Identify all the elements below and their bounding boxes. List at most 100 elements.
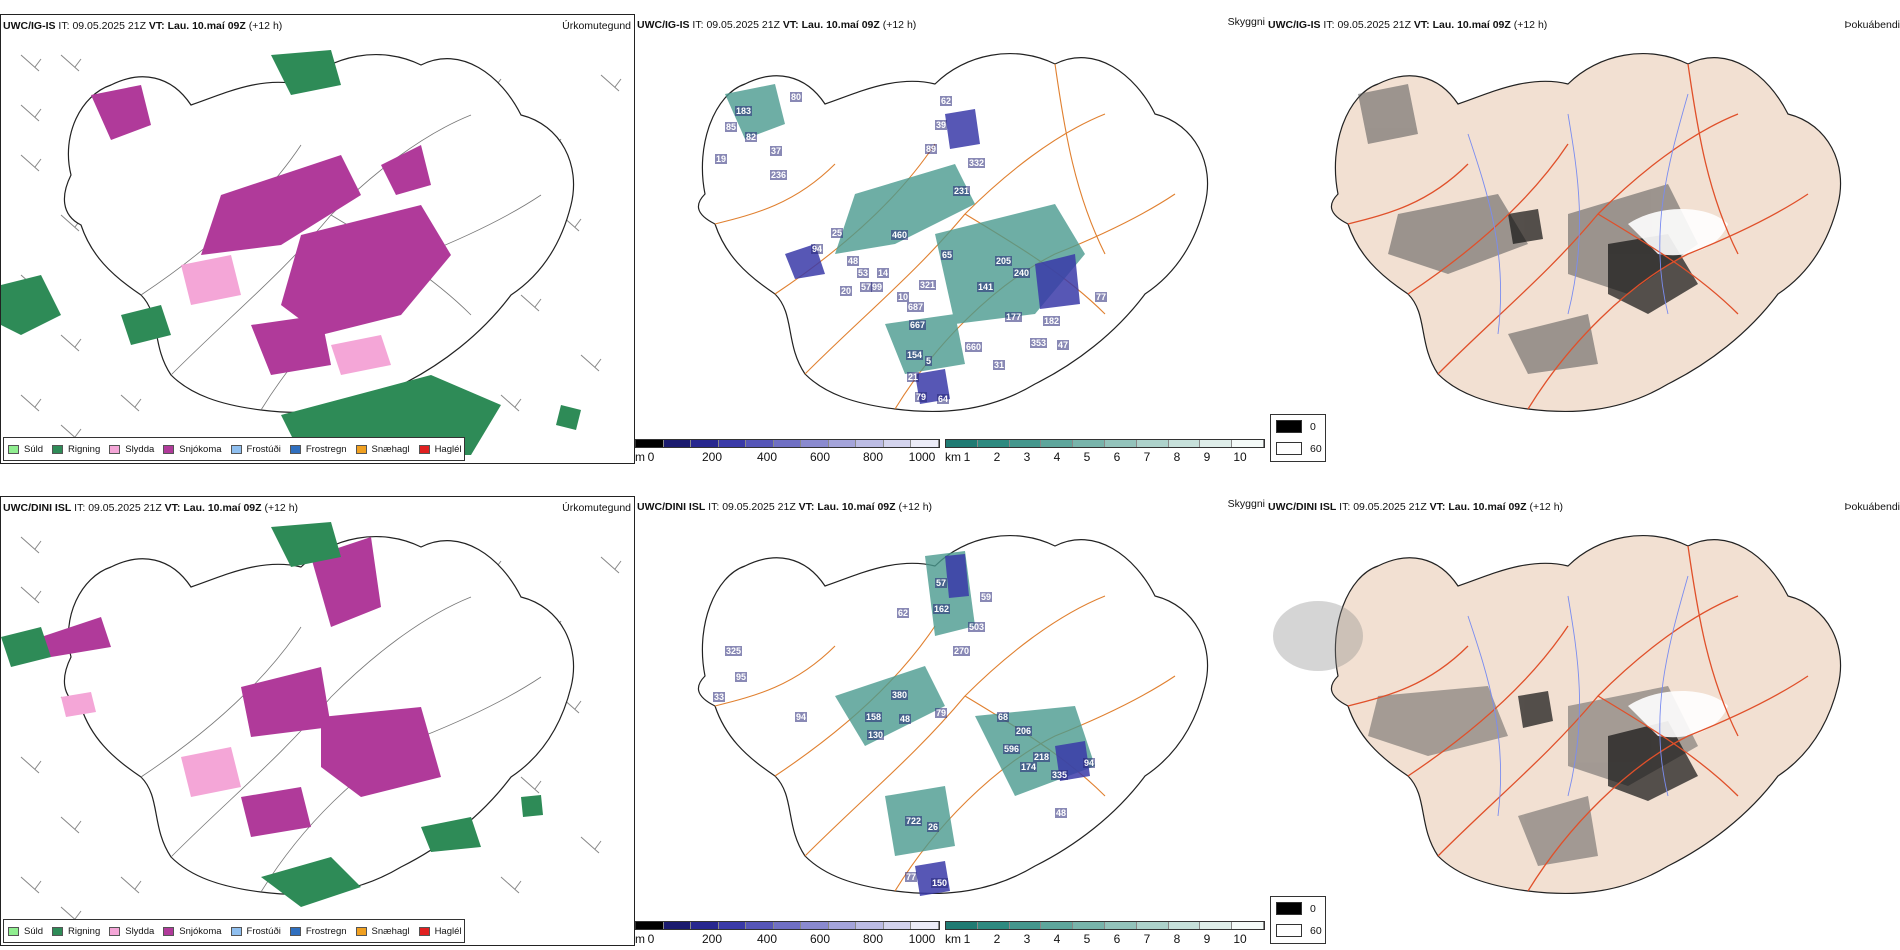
rain-areas [1,50,581,455]
visibility-value: 325 [725,646,743,656]
scale-tick: 800 [862,932,884,946]
visibility-map-1 [697,53,1209,413]
legend-item: Haglél [418,444,462,455]
scale-tick: 5 [1083,932,1091,946]
visibility-value: 37 [770,146,783,156]
visibility-value: 57 [860,282,873,292]
visibility-value: 270 [953,646,971,656]
visibility-value: 39 [935,120,948,130]
fog-legend-row: 60 [1276,924,1322,937]
visibility-value: 59 [980,592,993,602]
fog-legend-1: 0 60 [1270,414,1326,462]
visibility-value: 20 [840,286,853,296]
legend-swatch [355,926,367,936]
legend-swatch [230,444,242,454]
scale-bar [635,921,940,930]
visibility-value: 14 [877,268,890,278]
visibility-value: 79 [935,708,948,718]
visibility-value: 57 [935,578,948,588]
panel-title: UWC/IG-IS IT: 09.05.2025 21Z VT: Lau. 10… [3,20,283,32]
scale-tick: 6 [1113,450,1121,464]
visibility-value: 33 [713,692,726,702]
visibility-value: 236 [770,170,788,180]
legend-swatch [109,444,121,454]
visibility-value: 667 [909,320,927,330]
visibility-value: 460 [891,230,909,240]
fog-swatch [1276,924,1302,937]
scale-unit: m [635,932,645,946]
visibility-value: 503 [968,622,986,632]
visibility-value: 130 [867,730,885,740]
visibility-value: 321 [919,280,937,290]
fog-legend-row: 0 [1276,902,1316,915]
visibility-map-2 [697,535,1209,896]
legend-swatch [8,926,19,936]
visibility-value: 162 [933,604,951,614]
legend-swatch [163,444,175,454]
scale-tick: 0 [647,932,655,946]
visibility-value: 335 [1051,770,1069,780]
visibility-value: 80 [790,92,803,102]
fog-legend-row: 0 [1276,420,1316,433]
legend-swatch [8,444,19,454]
fog-map-2 [1273,535,1842,895]
sleet-areas [181,255,391,375]
scale-tick: 400 [756,450,778,464]
fog-legend-row: 60 [1276,442,1322,455]
visibility-scale-km-1: km 1 2 3 4 5 6 7 8 9 10 [945,439,1265,464]
scale-tick: 10 [1233,450,1247,464]
visibility-value: 687 [907,302,925,312]
rain-areas [1,522,543,907]
legend-item: Súld [8,444,43,455]
visibility-value: 77 [905,872,918,882]
scale-tick: 10 [1233,932,1247,946]
visibility-value: 65 [941,250,954,260]
visibility-value: 19 [715,154,728,164]
visibility-value: 158 [865,712,883,722]
scale-tick: 9 [1203,932,1211,946]
visibility-value: 94 [1083,758,1096,768]
visibility-value: 183 [735,106,753,116]
legend-swatch [418,444,430,454]
precip-legend-1: Súld Rigning Slydda Snjókoma Frostúði Fr… [3,437,465,461]
legend-item: Snæhagl [355,444,410,455]
panel-title: UWC/DINI ISL IT: 09.05.2025 21Z VT: Lau.… [1268,501,1564,513]
fog-legend-2: 0 60 [1270,896,1326,944]
scale-bar [635,439,940,448]
fog-swatch [1276,420,1302,433]
legend-swatch [355,444,367,454]
scale-tick: 4 [1053,450,1061,464]
rivers [1467,93,1689,335]
scale-tick: 400 [756,932,778,946]
scale-tick: 8 [1173,450,1181,464]
field-name: Skyggni [1227,16,1265,28]
visibility-value: 218 [1033,752,1051,762]
legend-item: Frostúði [230,926,281,937]
visibility-value: 177 [1005,312,1023,322]
legend-item: Snjókoma [163,926,222,937]
legend-swatch [418,926,430,936]
legend-swatch [289,926,301,936]
legend-item: Rigning [52,444,100,455]
panel-title: UWC/DINI ISL IT: 09.05.2025 21Z VT: Lau.… [3,502,299,514]
visibility-value: 89 [925,144,938,154]
precip-map-1 [1,50,622,455]
fog-panel-2: UWC/DINI ISL IT: 09.05.2025 21Z VT: Lau.… [1268,496,1900,946]
fog-swatch [1276,902,1302,915]
scale-unit: m [635,450,645,464]
visibility-value: 205 [995,256,1013,266]
legend-swatch [289,444,301,454]
visibility-value: 332 [968,158,986,168]
legend-swatch [163,926,175,936]
visibility-value: 231 [953,186,971,196]
visibility-value: 182 [1043,316,1061,326]
fog-swatch [1276,442,1302,455]
visibility-value: 47 [1057,340,1070,350]
legend-item: Frostúði [230,444,281,455]
visibility-value: 21 [907,372,920,382]
visibility-value: 5 [925,356,933,366]
scale-tick: 200 [701,450,723,464]
scale-tick: 3 [1023,450,1031,464]
visibility-value: 48 [1055,808,1068,818]
visibility-panel-2: 59 57 62 503 162 270 325 95 33 380 79 94… [635,496,1265,946]
